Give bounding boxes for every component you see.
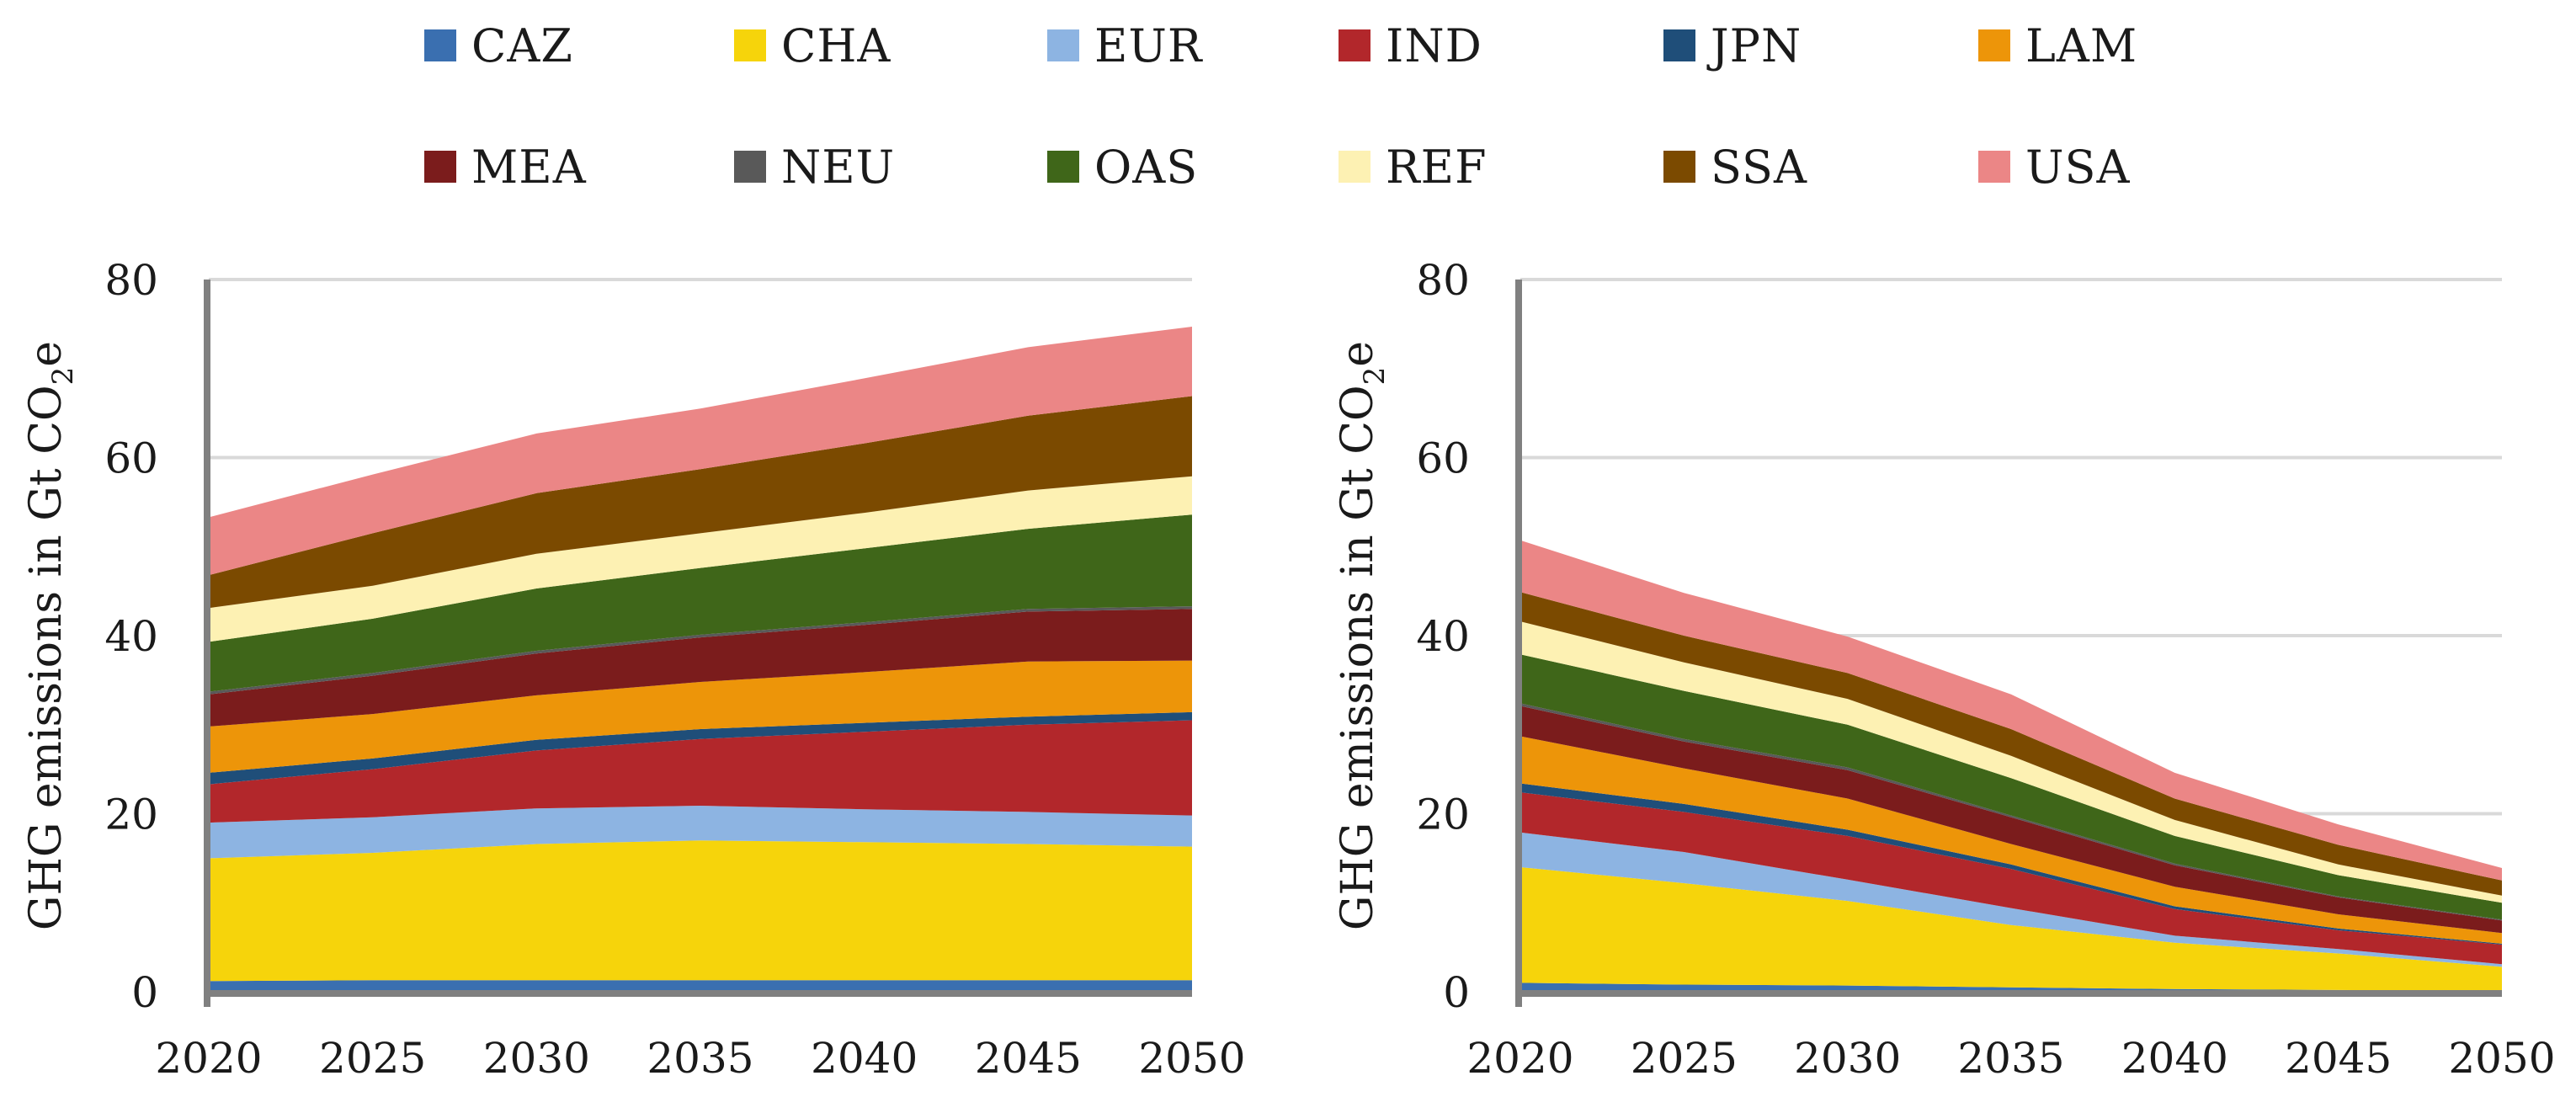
- legend-swatch: [1663, 29, 1695, 61]
- legend-item-mea: MEA: [424, 141, 587, 194]
- legend-label: CAZ: [471, 19, 573, 72]
- legend-swatch: [1047, 29, 1079, 61]
- x-tick-label: 2035: [1957, 1034, 2064, 1083]
- area-mea: [1520, 706, 2502, 934]
- x-tick-label: 2030: [483, 1034, 590, 1083]
- y-tick-label: 0: [1443, 968, 1470, 1017]
- x-tick-label: 2040: [2121, 1034, 2228, 1083]
- area-ref: [209, 476, 1192, 642]
- x-tick-label: 2030: [1794, 1034, 1901, 1083]
- x-tick-label: 2045: [2285, 1034, 2392, 1083]
- y-axis-title-subscript: 2: [1358, 367, 1392, 386]
- y-tick-label: 80: [1416, 256, 1470, 305]
- legend-swatch: [1663, 151, 1695, 183]
- x-tick-label: 2020: [155, 1034, 262, 1083]
- legend-swatch: [1978, 151, 2010, 183]
- x-tick-label: 2025: [1631, 1034, 1738, 1083]
- legend-item-ref: REF: [1339, 141, 1488, 194]
- legend-label: LAM: [2025, 19, 2137, 72]
- legend-label: NEU: [781, 141, 895, 194]
- area-lam: [209, 660, 1192, 773]
- area-ref: [1520, 621, 2502, 903]
- x-tick-label: 2050: [2448, 1034, 2555, 1083]
- legend-item-caz: CAZ: [424, 19, 573, 72]
- legend-item-cha: CHA: [734, 19, 891, 72]
- y-tick-label: 20: [104, 791, 158, 839]
- legend-swatch: [1339, 29, 1370, 61]
- y-tick-label: 60: [1416, 434, 1470, 483]
- legend-swatch: [734, 151, 766, 183]
- legend: CAZ CHA EUR IND JPN LAM MEA NEU OAS REF SSA USA: [424, 19, 2137, 194]
- area-lam: [1520, 736, 2502, 944]
- legend-swatch: [1978, 29, 2010, 61]
- legend-item-jpn: JPN: [1663, 19, 1802, 72]
- legend-swatch: [1339, 151, 1370, 183]
- y-axis-title-main: GHG emissions in Gt CO: [21, 385, 72, 930]
- legend-item-oas: OAS: [1047, 141, 1198, 194]
- legend-swatch: [734, 29, 766, 61]
- area-jpn: [209, 711, 1192, 785]
- legend-label: EUR: [1094, 19, 1203, 72]
- y-axis-title-suffix: e: [1333, 341, 1383, 367]
- y-axis-title-subscript: 2: [46, 367, 80, 386]
- area-oas: [209, 514, 1192, 692]
- legend-swatch: [424, 151, 456, 183]
- x-tick-label: 2050: [1138, 1034, 1245, 1083]
- y-axis-title-main: GHG emissions in Gt CO: [1333, 385, 1383, 930]
- area-neu: [1520, 703, 2502, 921]
- y-axis-title: GHG emissions in Gt CO2e: [1333, 341, 1392, 930]
- legend-label: REF: [1386, 141, 1488, 194]
- y-tick-label: 80: [104, 256, 158, 305]
- y-axis-title-suffix: e: [21, 341, 72, 367]
- legend-label: CHA: [781, 19, 891, 72]
- area-ind: [1520, 792, 2502, 965]
- y-tick-label: 0: [131, 968, 158, 1017]
- area-mea: [209, 609, 1192, 727]
- area-usa: [209, 327, 1192, 576]
- legend-swatch: [1047, 151, 1079, 183]
- y-tick-label: 60: [104, 434, 158, 483]
- area-cha: [1520, 867, 2502, 991]
- legend-item-eur: EUR: [1047, 19, 1203, 72]
- legend-label: JPN: [1706, 19, 1802, 72]
- area-ssa: [1520, 592, 2502, 896]
- area-cha: [209, 840, 1192, 982]
- legend-label: IND: [1386, 19, 1482, 72]
- legend-label: SSA: [1711, 141, 1807, 194]
- x-tick-label: 2025: [319, 1034, 426, 1083]
- legend-item-ind: IND: [1339, 19, 1482, 72]
- y-tick-label: 40: [1416, 612, 1470, 661]
- area-ssa: [209, 396, 1192, 609]
- legend-swatch: [424, 29, 456, 61]
- area-eur: [209, 806, 1192, 859]
- legend-label: OAS: [1094, 141, 1198, 194]
- legend-item-ssa: SSA: [1663, 141, 1807, 194]
- area-usa: [1520, 540, 2502, 881]
- legend-item-usa: USA: [1978, 141, 2131, 194]
- legend-label: USA: [2025, 141, 2131, 194]
- area-eur: [1520, 832, 2502, 967]
- legend-item-lam: LAM: [1978, 19, 2137, 72]
- x-tick-label: 2045: [975, 1034, 1082, 1083]
- x-tick-label: 2020: [1466, 1034, 1573, 1083]
- area-caz: [209, 980, 1192, 992]
- legend-item-neu: NEU: [734, 141, 895, 194]
- area-jpn: [1520, 783, 2502, 945]
- y-tick-label: 40: [104, 612, 158, 661]
- x-tick-label: 2035: [647, 1034, 753, 1083]
- area-ind: [209, 720, 1192, 823]
- area-oas: [1520, 654, 2502, 920]
- x-tick-label: 2040: [811, 1034, 918, 1083]
- legend-label: MEA: [471, 141, 587, 194]
- y-tick-label: 20: [1416, 791, 1470, 839]
- y-axis-title: GHG emissions in Gt CO2e: [21, 341, 80, 930]
